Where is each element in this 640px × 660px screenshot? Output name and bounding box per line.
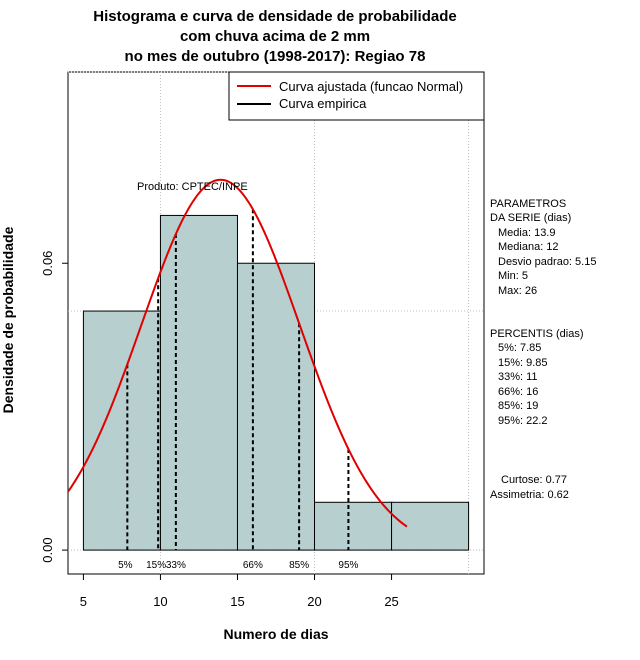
percentile-label-4: 85%: [289, 560, 309, 571]
perc-95: 95%: 22.2: [498, 415, 548, 427]
y-axis-title: Densidade de probabilidade: [0, 226, 16, 413]
param-min: Min: 5: [498, 270, 528, 282]
param-media: Media: 13.9: [498, 227, 555, 239]
x-tick-label-2: 15: [230, 594, 244, 609]
title-line-2: com chuva acima de 2 mm: [180, 28, 370, 45]
histogram-bar-2: [236, 262, 316, 551]
legend: Curva ajustada (funcao Normal) Curva emp…: [228, 71, 485, 121]
histogram-bars: [82, 214, 470, 551]
percentile-label-5: 95%: [338, 560, 358, 571]
chart-title: Histograma e curva de densidade de proba…: [93, 8, 456, 65]
x-axis-title: Numero de dias: [223, 626, 328, 642]
legend-normal-label: Curva ajustada (funcao Normal): [279, 79, 463, 94]
histogram-bar-1: [159, 214, 238, 551]
y-tick-label-0: 0.00: [40, 537, 55, 562]
param-desvio: Desvio padrao: 5.15: [498, 256, 596, 268]
title-line-3: no mes de outubro (1998-2017): Regiao 78: [125, 48, 426, 65]
assimetria-label: Assimetria: 0.62: [490, 489, 569, 501]
side-panel: PARAMETROS DA SERIE (dias) Media: 13.9 M…: [490, 198, 596, 501]
legend-empirical-label: Curva empirica: [279, 96, 367, 111]
percentile-lines: 5% 15% 33% 66% 85% 95%: [118, 209, 359, 571]
histogram-bar-4: [391, 501, 470, 551]
curtose-label: Curtose: 0.77: [501, 474, 567, 486]
percentis-title: PERCENTIS (dias): [490, 328, 584, 340]
params-title-1: PARAMETROS: [490, 198, 566, 210]
perc-15: 15%: 9.85: [498, 357, 548, 369]
param-mediana: Mediana: 12: [498, 241, 559, 253]
params-title-2: DA SERIE (dias): [490, 212, 571, 224]
legend-box: [228, 71, 485, 121]
title-line-1: Histograma e curva de densidade de proba…: [93, 8, 456, 25]
x-axis: 5 10 15 20 25: [80, 574, 399, 609]
y-tick-label-1: 0.06: [40, 251, 55, 276]
percentile-label-1: 15%: [146, 560, 166, 571]
product-label: Produto: CPTEC/INPE: [137, 181, 248, 193]
perc-85: 85%: 19: [498, 400, 538, 412]
percentile-label-2: 33%: [166, 560, 186, 571]
histogram-bar-0: [82, 310, 161, 551]
x-tick-label-4: 25: [384, 594, 398, 609]
histogram-bar-3: [314, 501, 393, 551]
percentile-label-0: 5%: [118, 560, 133, 571]
perc-5: 5%: 7.85: [498, 342, 541, 354]
param-max: Max: 26: [498, 285, 537, 297]
percentile-label-3: 66%: [243, 560, 263, 571]
y-axis: 0.00 0.06: [40, 251, 68, 563]
normal-curve: [67, 178, 408, 528]
x-tick-label-0: 5: [80, 594, 87, 609]
x-tick-label-1: 10: [153, 594, 167, 609]
x-tick-label-3: 20: [307, 594, 321, 609]
perc-66: 66%: 16: [498, 386, 538, 398]
perc-33: 33%: 11: [498, 371, 538, 383]
